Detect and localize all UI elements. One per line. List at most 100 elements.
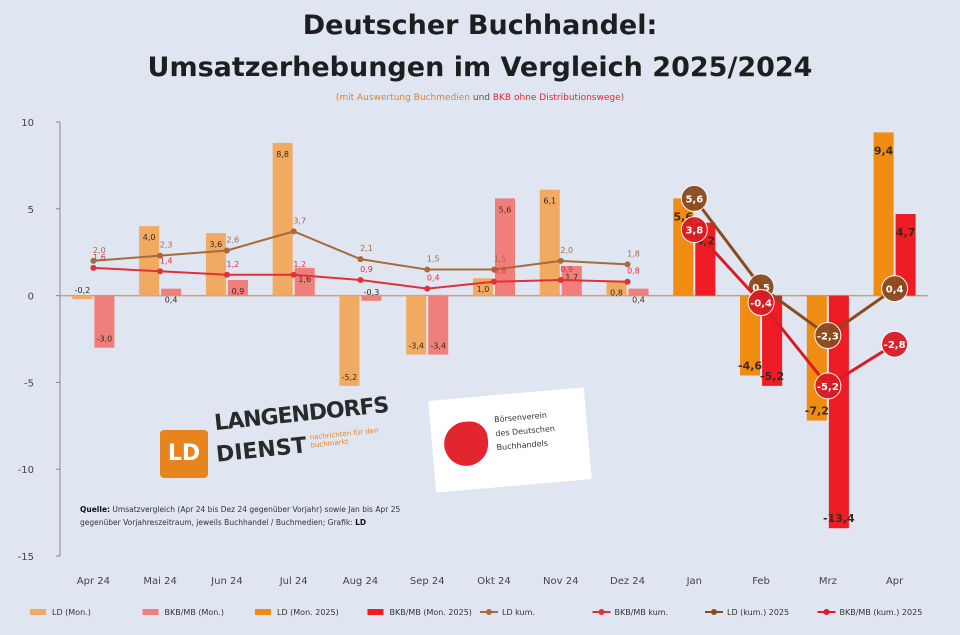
line-point (223, 271, 230, 278)
ld-logo-mark: LD (160, 430, 208, 478)
line-point (814, 372, 842, 400)
legend-label: BKB/MB (kum.) 2025 (840, 608, 923, 617)
bar (339, 295, 360, 386)
legend-label: LD (Mon.) (52, 608, 91, 617)
bar-value-label: -3,4 (430, 342, 446, 351)
line-point (881, 330, 909, 358)
line-value-label: 0,8 (627, 267, 640, 276)
legend-swatch-marker (711, 609, 717, 615)
line-point (424, 266, 431, 273)
langendorfs-dienst-logo: LD LANGENDORFS DIENST nachrichten für de… (160, 393, 390, 482)
bar (406, 295, 427, 355)
bar-value-label: 1,6 (298, 275, 311, 284)
bar (227, 279, 248, 296)
bar (828, 295, 849, 529)
bar-value-label: -13,4 (823, 512, 855, 525)
bar-value-label: 0,4 (165, 296, 178, 305)
x-tick-label: Okt 24 (477, 576, 511, 587)
line-point (747, 289, 775, 317)
line-point (491, 278, 497, 285)
line-point (357, 276, 364, 283)
line-value-label: -0,4 (750, 299, 772, 310)
line-point (157, 268, 164, 275)
line-value-label: 0,4 (427, 274, 440, 283)
line-value-label: -5,2 (817, 382, 839, 393)
ld-logo-tagline: nachrichten für den buchmarkt (309, 426, 379, 450)
line-value-label: 2,0 (93, 246, 106, 255)
legend-swatch (142, 609, 159, 615)
bar (762, 295, 783, 386)
bar-value-label: 5,6 (499, 205, 512, 214)
line-point (90, 257, 97, 264)
line-value-label: -2,3 (817, 332, 839, 343)
subtitle-part3: BKB ohne Distributionswege) (492, 93, 625, 103)
bar (873, 132, 894, 296)
bar (428, 295, 449, 355)
legend-label: BKB/MB (Mon. 2025) (390, 608, 472, 617)
bar (205, 233, 226, 296)
x-tick-label: Sep 24 (410, 576, 445, 587)
x-tick-label: Aug 24 (343, 576, 378, 587)
chart-subtitle: (mit Auswertung Buchmedien und BKB ohne … (0, 93, 960, 103)
line-point (424, 285, 431, 292)
line-value-label: 1,5 (427, 255, 440, 264)
bar (94, 295, 115, 348)
subtitle-part1: (mit Auswertung Buchmedien (335, 93, 470, 103)
boersenverein-logo-mark (442, 420, 491, 468)
line-point (290, 271, 297, 278)
x-tick-label: Apr 24 (77, 576, 110, 587)
source-label: Quelle: (80, 505, 111, 514)
line-value-label: 2,1 (360, 244, 373, 253)
line-value-label: 2,3 (160, 241, 173, 250)
bar (539, 189, 560, 296)
bar-value-label: -5,2 (760, 370, 784, 383)
source-grafik: LD (355, 518, 367, 527)
line-value-label: 1,2 (227, 260, 240, 269)
bar-value-label: 4,7 (896, 226, 916, 239)
line-value-label: 2,6 (227, 235, 240, 244)
y-tick-label: 5 (28, 205, 34, 216)
source-text: Umsatzvergleich (Apr 24 bis Dez 24 gegen… (80, 505, 401, 527)
line-value-label: 0,9 (360, 265, 373, 274)
bar (272, 142, 293, 296)
bar-value-label: -5,2 (342, 373, 358, 382)
x-tick-label: Feb (752, 576, 770, 587)
legend-label: LD (Mon. 2025) (277, 608, 339, 617)
line-point (223, 247, 230, 254)
bar-value-label: 8,8 (276, 150, 289, 159)
y-tick-label: 0 (28, 292, 34, 303)
bar (361, 295, 382, 301)
line-point (624, 261, 631, 268)
bar-value-label: 0,9 (232, 287, 245, 296)
x-tick-label: Mrz (819, 576, 837, 587)
line-value-label: 1,8 (627, 249, 640, 258)
line-value-label: 1,6 (93, 253, 106, 262)
line-point (557, 276, 564, 283)
legend-label: BKB/MB kum. (615, 608, 669, 617)
line-value-label: 1,5 (494, 255, 507, 264)
bar-value-label: 0,8 (610, 289, 623, 298)
chart-title-line2: Umsatzerhebungen im Vergleich 2025/2024 (147, 52, 813, 83)
series-line (693, 197, 896, 338)
legend-swatch-marker (823, 609, 830, 615)
bar (161, 288, 182, 296)
line-value-label: -2,8 (884, 340, 906, 351)
bar (606, 281, 627, 296)
boersenverein-name-line2: des Deutschen (495, 424, 556, 439)
y-tick-label: 10 (21, 118, 34, 129)
bar-value-label: -0,3 (364, 288, 380, 297)
x-tick-label: Mai 24 (143, 576, 176, 587)
line-value-label: 3,7 (293, 216, 306, 225)
bar-value-label: -0,2 (75, 286, 91, 295)
bar (139, 226, 160, 296)
bar-value-label: 3,6 (210, 240, 223, 249)
legend-label: LD kum. (502, 608, 535, 617)
bar-value-label: 1,0 (477, 285, 490, 294)
x-tick-label: Dez 24 (610, 576, 645, 587)
bar (740, 295, 761, 376)
bar (806, 295, 827, 421)
line-value-label: 0,4 (886, 285, 904, 296)
line-value-label: 0,8 (494, 267, 507, 276)
line-value-label: 0,5 (752, 283, 770, 294)
